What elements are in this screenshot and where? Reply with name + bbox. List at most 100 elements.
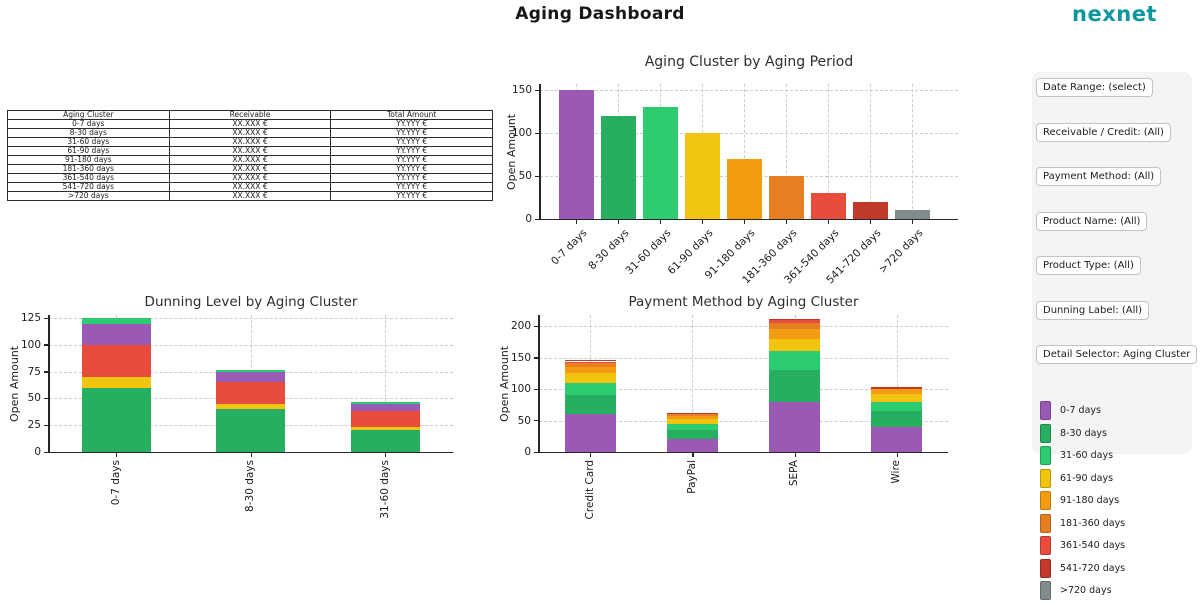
bar-paypal-seg xyxy=(666,413,718,415)
legend-item: >720 days xyxy=(1040,581,1112,600)
bar-31-60-days-seg xyxy=(350,427,420,430)
legend-label: 181-360 days xyxy=(1060,517,1126,529)
table-cell: XX.XXX € xyxy=(168,155,332,165)
bar-credit-card-seg xyxy=(564,361,616,364)
aging-summary-table: Aging Cluster Receivable Total Amount 0-7 d… xyxy=(7,110,493,201)
y-tick-label: 25 xyxy=(27,419,41,432)
x-tick-label: Credit Card xyxy=(583,460,596,520)
table-cell: 61-90 days xyxy=(7,146,170,156)
filter-dunning-label[interactable]: Dunning Label: (All) xyxy=(1036,301,1150,320)
x-tick-mark xyxy=(896,453,899,457)
table-cell: 31-60 days xyxy=(7,137,170,147)
legend-item: 91-180 days xyxy=(1040,491,1119,510)
legend-swatch xyxy=(1040,423,1051,443)
legend-swatch xyxy=(1040,468,1051,488)
y-tick-label: 150 xyxy=(510,351,531,364)
y-tick-mark xyxy=(535,132,539,134)
legend-swatch xyxy=(1040,446,1051,465)
x-tick-label: >720 days xyxy=(876,227,926,276)
bar-credit-card-seg xyxy=(564,395,616,415)
table-cell: XX.XXX € xyxy=(168,137,332,147)
gridline-h xyxy=(539,389,948,391)
table-cell: 8-30 days xyxy=(7,128,170,138)
bar-wire-seg xyxy=(871,389,923,394)
x-axis-spine xyxy=(538,451,948,453)
x-tick-label: 31-60 days xyxy=(378,460,391,519)
table-cell: YY.YYY € xyxy=(330,191,493,201)
y-tick-mark xyxy=(534,420,538,422)
table-cell: XX.XXX € xyxy=(168,182,332,192)
bar-sepa-seg xyxy=(769,329,821,339)
table-header-cell: Aging Cluster xyxy=(7,110,170,120)
x-tick-mark xyxy=(250,453,252,457)
legend-label: 8-30 days xyxy=(1060,427,1108,439)
bar-31-60-days-seg xyxy=(350,401,420,404)
bar-wire-seg xyxy=(871,393,923,402)
filter-payment-method[interactable]: Payment Method: (All) xyxy=(1036,167,1162,186)
table-header-cell: Total Amount xyxy=(330,110,493,120)
y-tick-label: 100 xyxy=(510,383,531,396)
y-axis-label: Open Amount xyxy=(8,345,21,422)
bar-8-30-days-seg xyxy=(216,371,285,383)
legend-swatch xyxy=(1040,513,1051,533)
table-row: 61-90 days XX.XXX € YY.YYY € xyxy=(7,146,493,156)
bar-91-180-days xyxy=(726,158,762,219)
x-tick-label: SEPA xyxy=(788,460,801,487)
y-tick-mark xyxy=(535,175,539,177)
x-tick-mark xyxy=(744,220,746,224)
x-tick-mark xyxy=(590,453,592,457)
x-axis-spine xyxy=(539,218,958,220)
legend-swatch xyxy=(1040,581,1051,600)
filter-product-type[interactable]: Product Type: (All) xyxy=(1036,256,1141,275)
y-tick-mark xyxy=(44,397,48,400)
y-tick-label: 100 xyxy=(20,338,41,351)
filter-date-range[interactable]: Date Range: (select) xyxy=(1036,78,1153,97)
y-axis-spine xyxy=(539,84,541,220)
y-tick-label: 125 xyxy=(20,312,41,325)
filter-receivable-credit[interactable]: Receivable / Credit: (All) xyxy=(1036,123,1171,142)
table-cell: YY.YYY € xyxy=(330,119,493,129)
gridline-v xyxy=(896,315,898,452)
legend-swatch xyxy=(1040,558,1051,578)
table-cell: XX.XXX € xyxy=(168,128,332,138)
bar-paypal-seg xyxy=(666,423,718,430)
x-tick-mark xyxy=(385,453,387,457)
y-tick-label: 50 xyxy=(517,414,531,427)
gridline-h xyxy=(540,133,958,134)
y-tick-mark xyxy=(44,344,48,346)
table-cell: >720 days xyxy=(7,191,170,201)
legend-label: 31-60 days xyxy=(1060,450,1114,461)
table-cell: YY.YYY € xyxy=(330,164,493,174)
bar-8-30-days-seg xyxy=(216,409,285,452)
table-row: 0-7 days XX.XXX € YY.YYY € xyxy=(7,119,493,129)
gridline-h xyxy=(539,420,948,422)
legend-item: 61-90 days xyxy=(1040,468,1113,488)
chart-title: Aging Cluster by Aging Period xyxy=(644,54,854,70)
y-tick-mark xyxy=(534,357,538,359)
page-title: Aging Dashboard xyxy=(515,4,685,24)
y-tick-mark xyxy=(44,317,48,319)
filter-detail-selector[interactable]: Detail Selector: Aging Cluster xyxy=(1036,345,1198,364)
legend-swatch xyxy=(1040,491,1051,510)
table-cell: XX.XXX € xyxy=(168,191,332,201)
legend-swatch xyxy=(1040,401,1051,420)
bar-8-30-days-seg xyxy=(216,369,285,372)
x-tick-mark xyxy=(576,220,578,224)
y-tick-mark xyxy=(534,451,538,453)
bar-sepa-seg xyxy=(769,318,821,321)
y-tick-label: 0 xyxy=(524,446,531,458)
nexnet-logo: nexnet xyxy=(1072,2,1157,26)
x-tick-mark xyxy=(692,453,694,457)
y-tick-label: 0 xyxy=(34,446,41,458)
table-row: >720 days XX.XXX € YY.YYY € xyxy=(7,191,493,201)
bar-paypal-seg xyxy=(666,418,718,424)
filter-product-name[interactable]: Product Name: (All) xyxy=(1036,212,1148,231)
chart-title: Dunning Level by Aging Cluster xyxy=(144,294,358,310)
table-cell: XX.XXX € xyxy=(168,146,332,156)
table-header-cell: Receivable xyxy=(168,110,332,120)
table-cell: XX.XXX € xyxy=(168,173,332,183)
y-tick-mark xyxy=(44,451,48,453)
y-tick-label: 150 xyxy=(511,84,532,97)
y-tick-label: 50 xyxy=(27,392,41,405)
